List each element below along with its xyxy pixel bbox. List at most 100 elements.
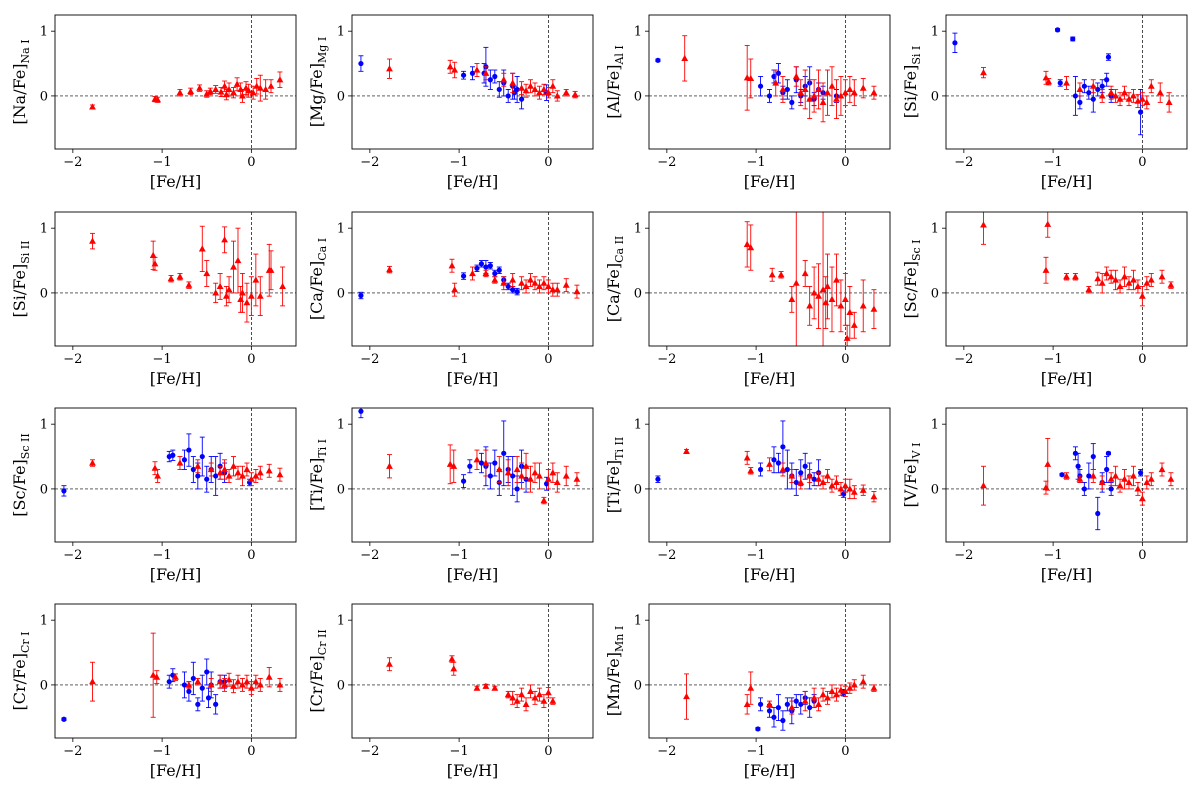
y-tick-label: 0 — [634, 286, 642, 301]
data-point-triangle — [531, 469, 539, 476]
data-point-circle — [1105, 54, 1112, 60]
data-point-triangle — [819, 691, 827, 698]
data-point-triangle — [172, 673, 179, 680]
data-point-triangle — [252, 276, 260, 283]
data-point-triangle — [176, 89, 184, 96]
axes-frame — [351, 603, 594, 739]
data-point-triangle — [89, 459, 96, 466]
data-point-triangle — [1103, 269, 1111, 277]
x-tick-label: 0 — [1138, 548, 1146, 563]
data-point-circle — [798, 470, 804, 476]
data-point-triangle — [239, 681, 246, 688]
x-tick-label: −1 — [450, 744, 469, 759]
data-point-circle — [793, 479, 799, 486]
data-point-triangle — [450, 462, 458, 469]
data-point-triangle — [151, 260, 159, 267]
data-point-triangle — [815, 475, 822, 482]
data-point-circle — [487, 473, 493, 479]
data-point-circle — [505, 283, 511, 290]
data-point-triangle — [154, 472, 162, 479]
y-axis-label-subscript: Ti I — [316, 439, 329, 458]
data-point-circle — [1104, 466, 1110, 473]
data-point-triangle — [562, 472, 570, 479]
axes-frame — [945, 407, 1188, 543]
data-point-triangle — [1085, 286, 1093, 293]
data-point-triangle — [797, 89, 805, 96]
data-point-triangle — [1042, 484, 1050, 491]
x-axis-label: [Fe/H] — [1041, 172, 1093, 191]
data-point-triangle — [562, 281, 570, 288]
data-point-triangle — [217, 88, 225, 95]
axes-frame — [351, 211, 594, 347]
data-point-triangle — [253, 82, 261, 89]
axes-frame — [54, 211, 297, 347]
data-point-triangle — [1107, 273, 1115, 280]
data-point-circle — [61, 716, 67, 722]
x-tick-label: 0 — [841, 744, 849, 759]
axes-frame — [648, 14, 891, 150]
data-point-triangle — [828, 82, 836, 89]
data-point-circle — [1090, 453, 1096, 460]
data-point-triangle — [256, 84, 264, 91]
data-point-circle — [487, 263, 493, 269]
data-point-circle — [1072, 450, 1079, 456]
data-point-circle — [199, 685, 205, 691]
data-point-triangle — [1165, 98, 1173, 105]
data-point-triangle — [482, 682, 490, 689]
y-tick-label: 0 — [931, 482, 939, 497]
data-point-circle — [460, 72, 467, 78]
data-point-triangle — [562, 89, 570, 96]
data-point-triangle — [185, 681, 193, 688]
data-point-triangle — [792, 72, 800, 80]
x-axis-label: [Fe/H] — [447, 565, 499, 584]
subplot-4: −2 −1 0 0 1 [Fe/H] [Si/Fe]Si I — [901, 14, 1188, 191]
data-point-triangle — [806, 302, 814, 309]
x-tick-label: −1 — [450, 155, 469, 170]
x-axis-label: [Fe/H] — [150, 172, 202, 191]
data-point-triangle — [1107, 89, 1115, 96]
data-point-triangle — [198, 245, 206, 252]
data-layer — [61, 433, 284, 497]
y-axis-label-main: [Ti/Fe] — [307, 458, 326, 511]
data-point-triangle — [819, 478, 827, 486]
x-tick-label: −2 — [954, 548, 973, 563]
data-point-triangle — [828, 687, 836, 694]
data-point-triangle — [527, 82, 534, 89]
data-point-triangle — [154, 96, 162, 103]
data-point-triangle — [1167, 281, 1175, 288]
data-point-triangle — [491, 276, 499, 283]
y-axis-label-main: [Cr/Fe] — [10, 653, 29, 710]
data-point-circle — [510, 287, 516, 293]
data-point-triangle — [544, 689, 552, 696]
data-point-triangle — [1098, 478, 1106, 486]
x-axis-label: [Fe/H] — [1041, 369, 1093, 388]
data-point-triangle — [1063, 79, 1070, 86]
subplot-3: −2 −1 0 0 1 [Fe/H] [Al/Fe]Al I — [604, 14, 891, 191]
data-point-triangle — [221, 465, 228, 473]
data-point-triangle — [234, 678, 242, 685]
data-point-triangle — [1045, 78, 1053, 85]
x-tick-label: 0 — [841, 352, 849, 367]
data-point-triangle — [540, 279, 548, 286]
y-tick-label: 1 — [931, 25, 939, 40]
data-point-triangle — [833, 276, 840, 283]
y-tick-label: 0 — [337, 482, 345, 497]
y-axis-label: [Si/Fe]Si II — [10, 241, 32, 318]
y-tick-label: 0 — [40, 89, 48, 104]
data-point-triangle — [1143, 478, 1151, 486]
data-point-circle — [204, 669, 210, 675]
x-tick-label: −2 — [360, 352, 379, 367]
data-point-triangle — [446, 63, 454, 70]
y-tick-label: 1 — [931, 222, 939, 237]
data-point-triangle — [207, 465, 215, 473]
y-axis-label-main: [Si/Fe] — [10, 264, 29, 318]
data-point-triangle — [1125, 478, 1133, 486]
data-point-triangle — [207, 681, 215, 688]
data-point-circle — [358, 60, 364, 67]
data-point-circle — [1075, 463, 1081, 469]
data-point-circle — [510, 473, 516, 479]
data-point-triangle — [683, 692, 690, 700]
data-point-triangle — [536, 472, 543, 479]
data-point-triangle — [1116, 482, 1124, 489]
